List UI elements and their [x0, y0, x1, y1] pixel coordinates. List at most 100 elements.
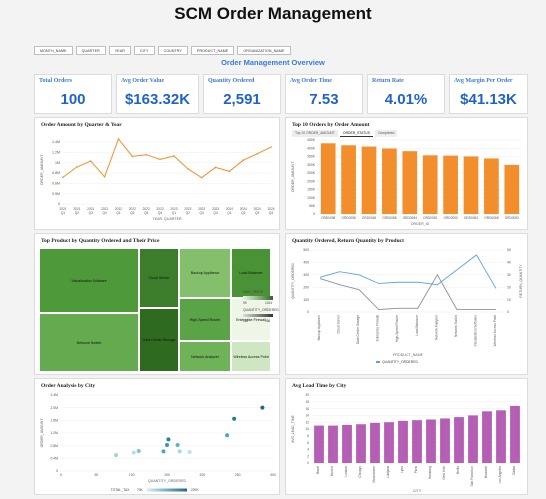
treemap-cell[interactable]: Wireless Access Point — [231, 341, 271, 372]
x-tick-label: ORD0098 — [321, 216, 335, 220]
bar — [328, 425, 338, 463]
kpi-value: 4.01% — [384, 91, 428, 108]
x-tick-label: ORD0058 — [342, 216, 356, 220]
filter-month-name[interactable]: MONTH_NAME — [34, 46, 73, 55]
scatter-point — [232, 416, 237, 421]
y-tick-label: 0 — [58, 202, 60, 206]
legend-min: 334 — [243, 319, 249, 323]
tab-completed[interactable]: Completed — [374, 130, 398, 137]
x-tick-label: Backup Appliance — [317, 315, 321, 341]
x-tick-year: 2024 — [226, 207, 233, 211]
tab-order-status[interactable]: ORDER_STATUS — [339, 130, 373, 137]
y-axis-label: ORDER_AMOUNT — [40, 154, 44, 185]
panel-top-product-treemap: Top Product by Quantity Ordered and Thei… — [34, 233, 280, 375]
y-axis-label: ORDER_AMOUNT — [40, 419, 44, 448]
y-tick-label: 14 — [305, 414, 309, 418]
bar — [370, 422, 380, 463]
data-point — [200, 176, 203, 179]
x-tick-year: 2023 — [184, 207, 191, 211]
y-tick-label: 0 — [313, 212, 315, 216]
data-point — [187, 167, 189, 170]
quantity-gradient — [243, 314, 273, 317]
x-tick-quarter: Q4 — [269, 211, 273, 215]
y-tick-label: 0.5M — [52, 192, 60, 196]
bar — [468, 415, 478, 463]
panel-order-amount-quarter: Order Amount by Quarter & Year 0 0.5M 0.6M… — [34, 117, 280, 230]
page-subtitle: Order Management Overview — [221, 58, 325, 67]
legend-min: 70K — [137, 488, 144, 492]
series-line — [62, 137, 272, 179]
treemap-cell[interactable]: Load Balancer — [231, 248, 271, 298]
data-point — [62, 176, 64, 179]
panel-avg-lead-time: Avg Lead Time by City 0 2 4 6 8 10 12 14 16 18 20 B… — [285, 378, 528, 495]
x-tick-year: 2022 — [115, 207, 122, 211]
kpi-label: Avg Order Value — [121, 78, 165, 84]
y-left-tick-label: 0 — [307, 310, 309, 314]
treemap-cell[interactable]: Network Analyzer — [179, 341, 231, 372]
kpi-label: Total Orders — [39, 78, 72, 84]
x-axis-label: CITY — [413, 489, 422, 493]
x-tick-year: 2022 — [143, 207, 150, 211]
y-left-axis-label: QUANTITY_ORDERED — [291, 262, 295, 299]
x-axis-label: ORDER_ID — [411, 222, 430, 226]
treemap-cell[interactable]: Enterprise Firewall — [231, 298, 271, 341]
y-right-tick-label: 0 — [507, 310, 509, 314]
panel-title: Order Amount by Quarter & Year — [41, 122, 122, 128]
x-tick-year: 2024 — [240, 207, 247, 211]
x-tick-label: Load Balancer — [415, 314, 419, 335]
filter-organization-name[interactable]: ORGANIZATION_NAME — [237, 46, 291, 55]
treemap-cell[interactable]: High-Speed Router — [179, 298, 231, 341]
panel-title: Order Analysis by City — [41, 383, 96, 389]
y-tick-label: 0 — [56, 469, 58, 473]
y-tick-label: 2.4M — [50, 393, 58, 397]
y-tick-label: 1.4M — [52, 140, 60, 144]
x-tick-label: Network Switch — [454, 315, 458, 337]
x-tick-quarter: Q4 — [213, 211, 217, 215]
y-axis-label: ORDER_AMOUNT — [291, 161, 295, 192]
treemap-cell[interactable]: Data Center Storage — [139, 308, 179, 372]
tab-top10-order-amount[interactable]: Top 10 ORDER_AMOUNT — [292, 130, 338, 137]
y-tick-label: 400K — [307, 146, 316, 150]
filter-product-name[interactable]: PRODUCT_NAME — [190, 46, 235, 55]
y-tick-label: 2.0M — [50, 406, 58, 410]
x-tick-label: Hamburg — [428, 466, 432, 479]
filter-quarter[interactable]: QUARTER — [75, 46, 106, 55]
filter-country[interactable]: COUNTRY — [157, 46, 188, 55]
bar — [356, 424, 366, 463]
x-tick-quarter: Q4 — [158, 211, 162, 215]
y-tick-label: 150K — [307, 188, 316, 192]
x-tick-year: 2021 — [73, 207, 80, 211]
x-tick-label: ORD0084 — [403, 216, 417, 220]
filter-year[interactable]: YEAR — [108, 46, 131, 55]
filter-city[interactable]: CITY — [133, 46, 155, 55]
treemap-cell[interactable]: Visualization Software — [39, 248, 139, 313]
x-tick-label: ORD0052 — [423, 216, 437, 220]
legend-title-quantity: QUANTITY_ORDERED — [243, 308, 279, 312]
x-tick-label: Munich — [330, 466, 334, 477]
scatter-point — [136, 449, 141, 454]
bar — [342, 424, 352, 463]
bar — [504, 164, 520, 214]
x-tick-label: Dallas — [512, 466, 516, 475]
kpi-total-orders: Total Orders 100 — [34, 74, 112, 114]
kpi-avg-margin: Avg Margin Per Order $41.13K — [449, 74, 528, 114]
x-tick-label: Lubljana — [386, 466, 390, 478]
x-tick-year: 2021 — [59, 207, 66, 211]
y-tick-label: 200K — [307, 179, 316, 183]
x-tick-quarter: Q2 — [130, 211, 134, 215]
treemap-cell[interactable]: Cloud Server — [139, 248, 179, 308]
x-tick-label: 250 — [235, 473, 241, 477]
y-right-axis-label: RETURN_QUANTITY — [519, 264, 523, 298]
x-tick-label: 0 — [60, 473, 62, 477]
x-tick-label: ORD0090 — [505, 216, 519, 220]
y-tick-label: 50K — [309, 204, 316, 208]
treemap-cell[interactable]: Backup Appliance — [179, 248, 231, 298]
y-tick-label: 1M — [55, 161, 60, 165]
kpi-label: Return Rate — [372, 78, 404, 84]
x-tick-year: 2024 — [267, 207, 274, 211]
y-left-tick-label: 400 — [303, 261, 309, 265]
legend-max: 220K — [191, 488, 199, 492]
y-tick-label: 350K — [307, 155, 316, 159]
bar — [482, 411, 492, 463]
treemap-cell[interactable]: Network Switch — [39, 313, 139, 372]
